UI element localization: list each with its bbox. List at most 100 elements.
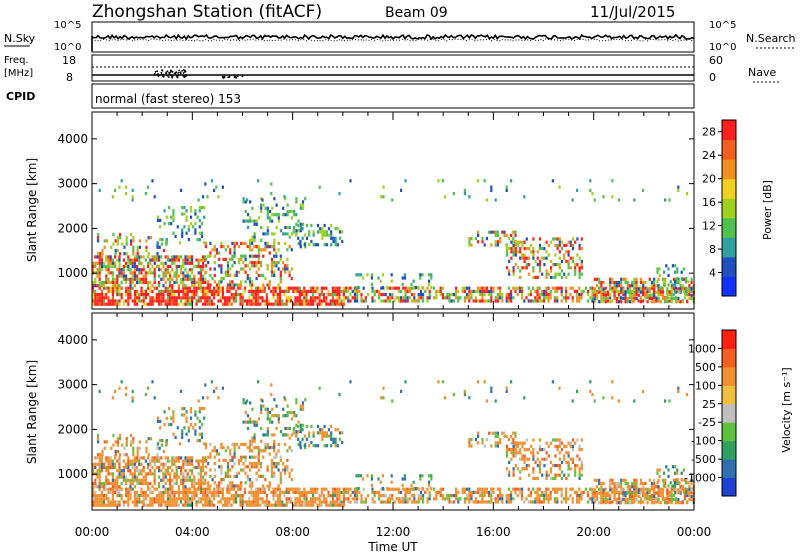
heatmap-cell — [338, 230, 342, 234]
heatmap-cell — [182, 462, 185, 466]
heatmap-cell — [173, 280, 176, 285]
heatmap-cell — [175, 271, 178, 275]
heatmap-cell — [118, 465, 121, 470]
heatmap-cell — [125, 280, 128, 285]
heatmap-cell — [116, 490, 119, 494]
heatmap-cell — [261, 487, 264, 491]
heatmap-cell — [215, 283, 219, 287]
heatmap-cell — [270, 465, 274, 469]
freq-dot — [168, 72, 170, 74]
heatmap-cell — [556, 296, 559, 300]
heatmap-cell — [338, 431, 342, 435]
heatmap-cell — [140, 456, 143, 460]
heatmap-cell — [538, 438, 542, 442]
heatmap-cell — [215, 293, 218, 297]
colorbar-tick-label: 100 — [695, 379, 716, 392]
heatmap-cell — [109, 456, 112, 460]
heatmap-cell — [191, 280, 194, 285]
heatmap-cell — [207, 261, 210, 265]
heatmap-cell — [204, 494, 207, 498]
heatmap-cell — [279, 277, 282, 281]
heatmap-cell — [184, 293, 187, 297]
heatmap-cell — [213, 248, 216, 252]
heatmap-cell — [181, 206, 184, 210]
freq-tick-top: 18 — [62, 54, 76, 67]
heatmap-cell — [414, 487, 417, 491]
heatmap-cell — [100, 302, 103, 306]
freq-frame — [91, 54, 695, 82]
heatmap-cell — [574, 266, 577, 270]
heatmap-cell — [197, 478, 200, 482]
heatmap-cell — [96, 469, 99, 473]
heatmap-cell — [545, 275, 548, 279]
heatmap-cell — [501, 500, 504, 504]
heatmap-cell — [329, 293, 332, 297]
y-tick-label: 1000 — [57, 266, 88, 280]
heatmap-cell — [305, 490, 308, 494]
heatmap-cell — [589, 296, 592, 300]
heatmap-cell — [248, 462, 252, 466]
heatmap-cell — [389, 494, 392, 498]
heatmap-cell — [100, 497, 103, 501]
heatmap-cell — [470, 289, 473, 293]
heatmap-cell — [127, 487, 130, 491]
heatmap-cell — [536, 286, 539, 290]
heatmap-cell — [554, 487, 557, 491]
heatmap-cell — [320, 490, 323, 494]
heatmap-cell — [600, 494, 603, 498]
heatmap-cell — [226, 497, 229, 501]
heatmap-cell — [290, 248, 293, 252]
heatmap-cell — [270, 192, 273, 196]
heatmap-cell — [296, 289, 299, 293]
heatmap-cell — [296, 296, 299, 300]
heatmap-cell — [541, 256, 544, 260]
heatmap-cell — [151, 485, 154, 489]
heatmap-cell — [309, 503, 312, 507]
heatmap-cell — [136, 293, 139, 297]
heatmap-cell — [147, 472, 150, 476]
heatmap-cell — [519, 448, 522, 452]
heatmap-cell — [468, 497, 471, 501]
heatmap-cell — [151, 490, 154, 494]
heatmap-cell — [556, 438, 559, 442]
heatmap-cell — [118, 271, 121, 275]
heatmap-cell — [185, 215, 188, 219]
heatmap-cell — [100, 268, 103, 272]
heatmap-cell — [266, 264, 269, 268]
heatmap-cell — [419, 477, 422, 481]
heatmap-cell — [488, 230, 491, 234]
heatmap-cell — [602, 494, 605, 498]
heatmap-cell — [521, 487, 524, 491]
heatmap-cell — [406, 497, 409, 501]
heatmap-cell — [413, 497, 416, 501]
heatmap-cell — [193, 296, 196, 300]
heatmap-cell — [543, 289, 546, 293]
heatmap-cell — [220, 471, 223, 475]
heatmap-cell — [674, 280, 677, 284]
heatmap-cell — [338, 490, 341, 494]
heatmap-cell — [272, 286, 275, 290]
heatmap-cell — [378, 296, 381, 300]
heatmap-cell — [248, 446, 252, 450]
heatmap-cell — [215, 248, 219, 252]
heatmap-cell — [213, 289, 216, 293]
heatmap-cell — [380, 195, 383, 199]
heatmap-cell — [547, 487, 550, 491]
heatmap-cell — [114, 389, 117, 393]
heatmap-cell — [301, 423, 305, 427]
heatmap-cell — [116, 478, 119, 482]
heatmap-cell — [246, 299, 249, 303]
heatmap-cell — [109, 487, 112, 491]
heatmap-cell — [602, 490, 605, 494]
heatmap-cell — [208, 503, 211, 507]
heatmap-cell — [120, 271, 123, 275]
heatmap-cell — [255, 462, 258, 466]
heatmap-cell — [136, 280, 139, 285]
heatmap-cell — [186, 289, 189, 293]
heatmap-cell — [635, 478, 638, 482]
heatmap-cell — [501, 296, 504, 300]
heatmap-cell — [209, 474, 212, 478]
heatmap-cell — [173, 271, 176, 275]
heatmap-cell — [251, 481, 254, 485]
heatmap-cell — [140, 494, 143, 498]
